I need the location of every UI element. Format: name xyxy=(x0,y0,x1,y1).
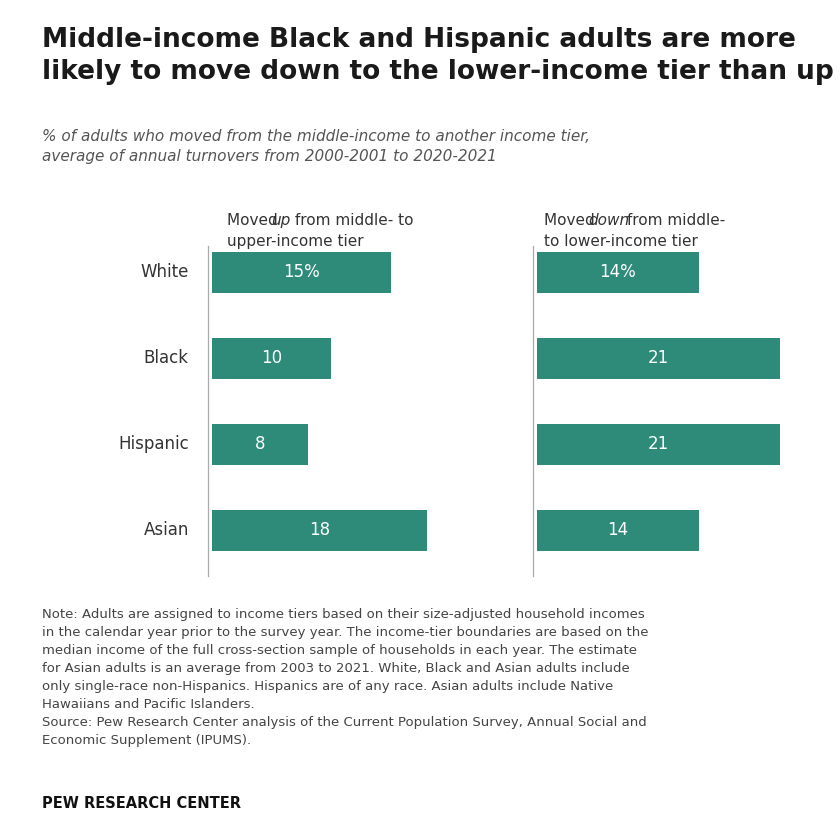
Text: Middle-income Black and Hispanic adults are more
likely to move down to the lowe: Middle-income Black and Hispanic adults … xyxy=(42,27,834,85)
Bar xyxy=(212,510,427,551)
Text: 15%: 15% xyxy=(283,263,320,281)
Text: Moved: Moved xyxy=(228,212,283,227)
Text: Black: Black xyxy=(144,349,189,368)
Bar xyxy=(537,510,699,551)
Text: % of adults who moved from the middle-income to another income tier,
average of : % of adults who moved from the middle-in… xyxy=(42,129,590,164)
Text: Moved: Moved xyxy=(544,212,600,227)
Text: from middle-: from middle- xyxy=(622,212,726,227)
Text: Asian: Asian xyxy=(144,521,189,540)
Bar xyxy=(537,424,780,465)
Text: Hispanic: Hispanic xyxy=(118,436,189,453)
Text: 21: 21 xyxy=(648,436,669,453)
Text: 18: 18 xyxy=(309,521,330,540)
Text: upper-income tier: upper-income tier xyxy=(228,234,364,250)
Text: down: down xyxy=(588,212,629,227)
Text: from middle- to: from middle- to xyxy=(290,212,413,227)
Text: 21: 21 xyxy=(648,349,669,368)
Bar xyxy=(212,424,307,465)
Bar xyxy=(212,338,332,378)
Text: to lower-income tier: to lower-income tier xyxy=(544,234,698,250)
Text: 8: 8 xyxy=(255,436,265,453)
Text: up: up xyxy=(271,212,291,227)
Text: 14: 14 xyxy=(607,521,628,540)
Text: White: White xyxy=(140,263,189,281)
Text: Note: Adults are assigned to income tiers based on their size-adjusted household: Note: Adults are assigned to income tier… xyxy=(42,608,648,747)
Bar xyxy=(537,251,699,293)
Bar xyxy=(212,251,391,293)
Text: 14%: 14% xyxy=(600,263,636,281)
Bar xyxy=(537,338,780,378)
Text: PEW RESEARCH CENTER: PEW RESEARCH CENTER xyxy=(42,796,241,812)
Text: 10: 10 xyxy=(261,349,282,368)
